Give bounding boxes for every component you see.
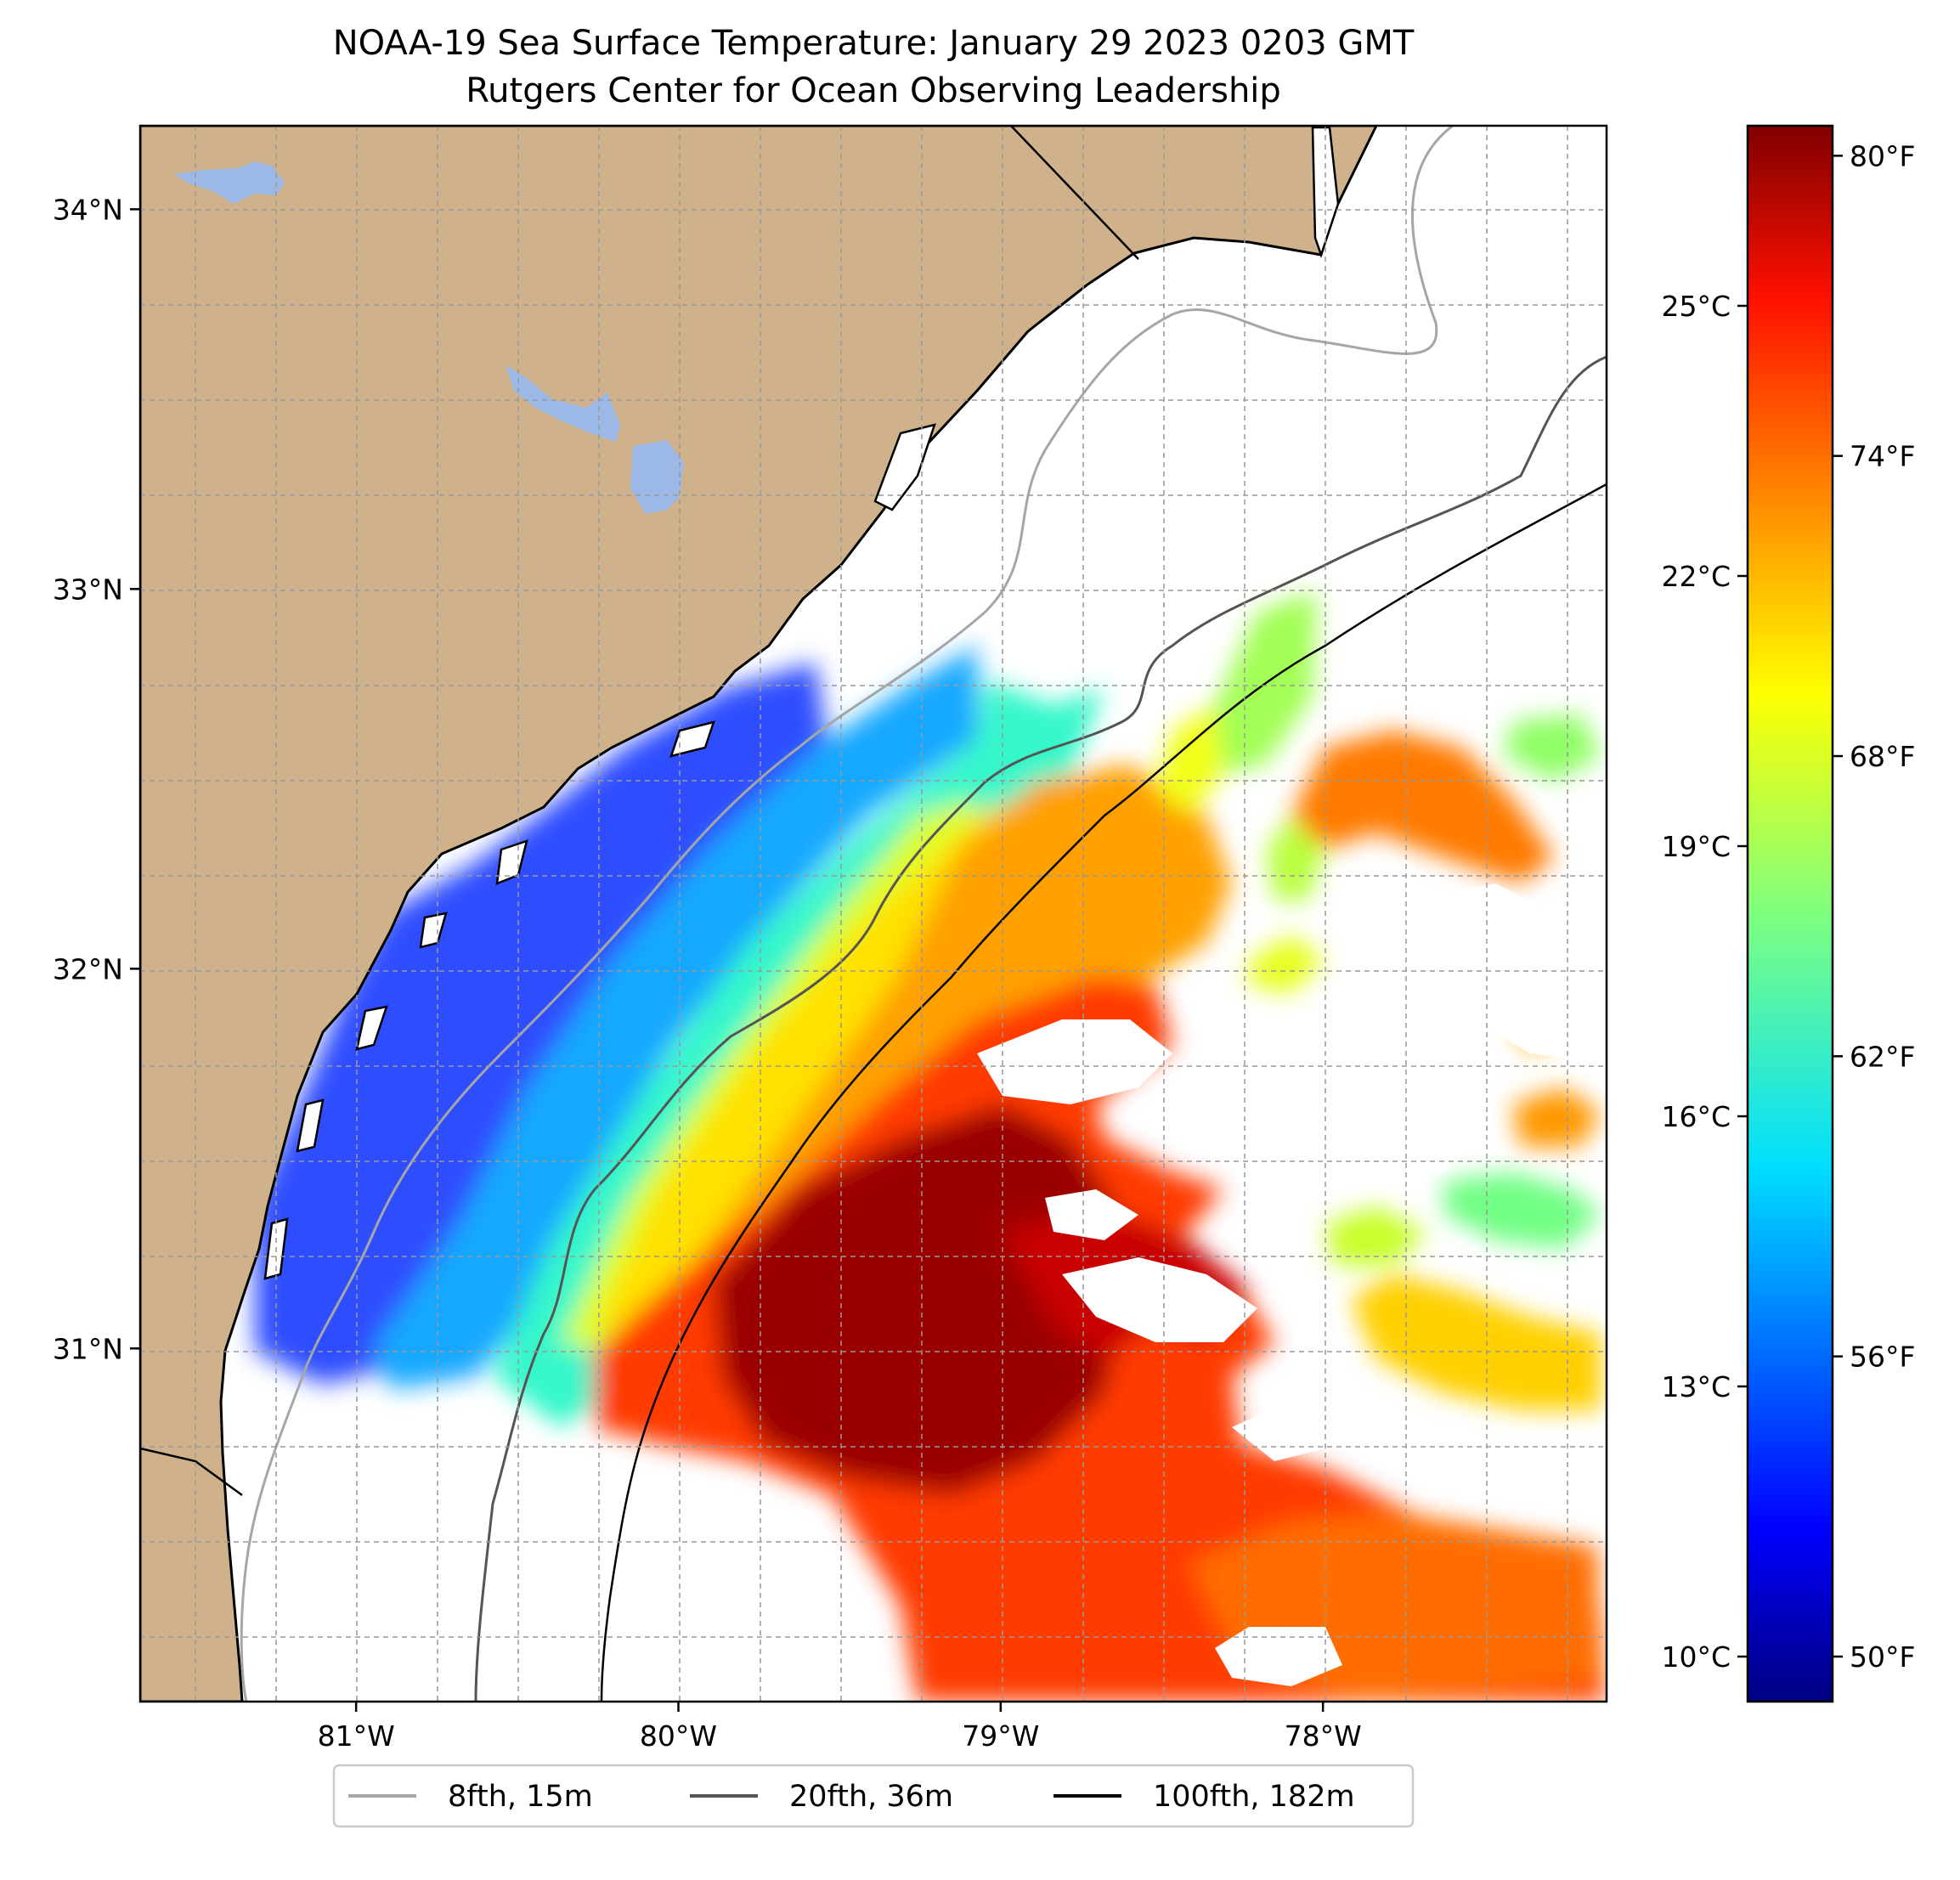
land-mass	[140, 126, 1378, 1702]
celsius-tick-label: 13°C	[1661, 1370, 1731, 1403]
cloud-gaps	[977, 884, 1601, 1686]
fahrenheit-tick-label: 74°F	[1850, 440, 1915, 473]
celsius-tick-label: 22°C	[1661, 560, 1731, 593]
fahrenheit-tick-label: 56°F	[1850, 1341, 1915, 1374]
map-area	[140, 126, 1607, 1702]
lon-tick-label: 79°W	[962, 1719, 1039, 1753]
lat-tick-label: 34°N	[53, 193, 123, 226]
lon-tick-label: 80°W	[640, 1719, 717, 1753]
map-frame	[138, 124, 1608, 1703]
celsius-tick-label: 10°C	[1661, 1640, 1731, 1674]
legend-label-8fth: 8fth, 15m	[448, 1780, 593, 1814]
celsius-tick-label: 25°C	[1661, 290, 1731, 323]
gridlines	[140, 126, 1607, 1702]
celsius-tick-label: 19°C	[1661, 830, 1731, 863]
legend-label-100fth: 100fth, 182m	[1153, 1780, 1355, 1814]
celsius-tick-label: 16°C	[1661, 1100, 1731, 1133]
fahrenheit-tick-label: 62°F	[1850, 1040, 1915, 1073]
contour-100fth	[600, 483, 1607, 1702]
contour-legend: 8fth, 15m 20fth, 36m 100fth, 182m	[332, 1764, 1415, 1828]
latitude-axis: 34°N 33°N 32°N 31°N	[53, 193, 140, 1365]
legend-label-20fth: 20fth, 36m	[789, 1780, 953, 1814]
legend-box	[332, 1764, 1415, 1828]
lat-tick-label: 32°N	[53, 952, 123, 985]
colorbar-celsius-axis: 25°C 22°C 19°C 16°C 13°C 10°C	[1661, 290, 1748, 1674]
sst-field	[255, 590, 1606, 1702]
state-border-nc-sc	[1010, 126, 1139, 260]
lat-tick-label: 33°N	[53, 573, 123, 606]
state-border-ga-fl	[140, 1447, 243, 1497]
lakes	[174, 161, 684, 514]
fahrenheit-tick-label: 80°F	[1850, 139, 1915, 172]
lon-tick-label: 81°W	[318, 1719, 395, 1753]
contour-8fth	[240, 126, 1454, 1702]
longitude-axis: 81°W 80°W 79°W 78°W	[318, 1702, 1362, 1753]
map-title: NOAA-19 Sea Surface Temperature: January…	[333, 24, 1415, 63]
lon-tick-label: 78°W	[1285, 1719, 1362, 1753]
fahrenheit-tick-label: 68°F	[1850, 740, 1915, 773]
colorbar-fahrenheit-axis: 80°F 74°F 68°F 62°F 56°F 50°F	[1833, 139, 1915, 1674]
lat-tick-label: 31°N	[53, 1332, 123, 1365]
contour-20fth	[474, 355, 1607, 1702]
colorbar	[1746, 124, 1834, 1703]
map-subtitle: Rutgers Center for Ocean Observing Leade…	[466, 71, 1281, 110]
fahrenheit-tick-label: 50°F	[1850, 1640, 1915, 1674]
